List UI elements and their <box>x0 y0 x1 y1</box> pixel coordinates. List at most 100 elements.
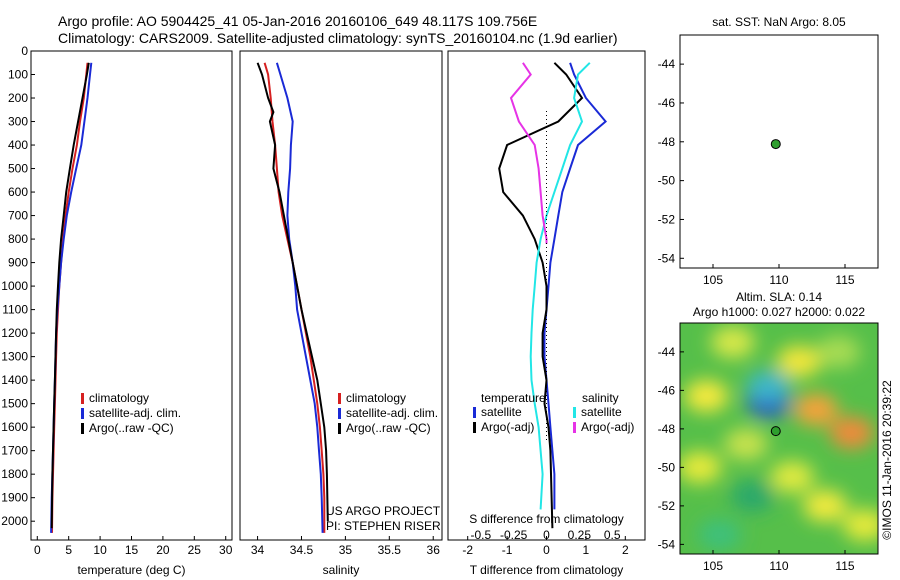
difference-panel-series-3 <box>509 62 548 244</box>
sla-map-ytick-label: -52 <box>658 499 676 513</box>
sla-map-anomaly-blob <box>680 451 722 484</box>
salinity-panel-series-1 <box>275 62 324 533</box>
sla-map-xtick-label: 105 <box>703 559 723 573</box>
salinity-panel-legend-swatch <box>338 393 341 404</box>
sst-map-ytick-label: -46 <box>658 96 676 110</box>
difference-temperature-legend-swatch <box>473 422 476 433</box>
difference-salinity-legend-swatch <box>573 407 576 418</box>
sst-map-ytick-label: -44 <box>658 57 676 71</box>
depth-tick-label: 800 <box>8 232 28 246</box>
difference-panel-xtick-label: -1 <box>502 543 513 557</box>
difference-panel-xtick-label: 2 <box>622 543 629 557</box>
sla-map-field <box>680 326 878 551</box>
depth-tick-label: 1300 <box>1 350 28 364</box>
salinity-panel-xtick-label: 35.5 <box>378 543 402 557</box>
sst-map-ytick-label: -54 <box>658 251 676 265</box>
imos-timestamp-watermark: ©IMOS 11-Jan-2016 20:39:22 <box>880 380 894 540</box>
difference-panel-series-0 <box>543 62 608 510</box>
depth-tick-label: 2000 <box>1 514 28 528</box>
sla-map-anomaly-blob <box>793 393 838 426</box>
t-difference-axis-label: T difference from climatology <box>470 563 624 577</box>
sla-map-anomaly-blob <box>684 380 729 413</box>
difference-salinity-legend-swatch <box>573 422 576 433</box>
depth-tick-label: 1000 <box>1 279 28 293</box>
sla-map-anomaly-blob <box>803 489 848 522</box>
depth-tick-label: 400 <box>8 138 28 152</box>
sst-map-xtick-label: 105 <box>703 273 723 287</box>
sla-map-ytick-label: -50 <box>658 460 676 474</box>
salinity-panel-series-2 <box>256 62 329 522</box>
difference-salinity-legend-label: satellite <box>581 405 622 419</box>
sst-map-ytick-label: -48 <box>658 135 676 149</box>
sla-map-anomaly-blob <box>770 461 815 493</box>
depth-tick-label: 700 <box>8 209 28 223</box>
difference-legend-heading-salinity: salinity <box>582 391 619 405</box>
sst-map-frame <box>679 34 879 269</box>
temperature-panel-legend-label: Argo(..raw -QC) <box>89 421 174 435</box>
sla-map-anomaly-blob <box>829 416 874 449</box>
s-difference-axis-label: S difference from climatology <box>469 512 624 526</box>
difference-panel-series-2 <box>529 62 591 510</box>
sla-map-ytick-label: -48 <box>658 422 676 436</box>
salinity-panel-xtick-label: 34.5 <box>290 543 314 557</box>
difference-temperature-legend-label: satellite <box>481 405 522 419</box>
depth-tick-label: 1900 <box>1 491 28 505</box>
depth-tick-label: 1600 <box>1 420 28 434</box>
difference-panel-series-1 <box>498 62 584 529</box>
temperature-panel-series-2 <box>50 62 90 529</box>
salinity-panel-xtick-label: 35 <box>339 543 353 557</box>
sla-map-anomaly-blob <box>776 345 821 378</box>
sla-map-xtick-label: 110 <box>769 559 788 573</box>
temperature-axis-label: temperature (deg C) <box>77 563 185 577</box>
salinity-panel-xtick-label: 34 <box>251 543 265 557</box>
sla-map-ytick-label: -54 <box>658 537 676 551</box>
plot-title-line2: Climatology: CARS2009. Satellite-adjuste… <box>58 30 618 46</box>
plot-title-line1: Argo profile: AO 5904425_41 05-Jan-2016 … <box>58 13 538 29</box>
depth-tick-label: 600 <box>8 185 28 199</box>
difference-panel-xtick-label: -2 <box>462 543 473 557</box>
sla-map-ytick-label: -46 <box>658 383 676 397</box>
sla-map-anomaly-blob <box>697 518 742 551</box>
salinity-axis-label: salinity <box>323 563 360 577</box>
temperature-panel-xtick-label: 0 <box>34 543 41 557</box>
difference-temperature-legend-label: Argo(-adj) <box>481 420 534 434</box>
sst-map-ytick-label: -52 <box>658 212 676 226</box>
depth-tick-label: 500 <box>8 162 28 176</box>
sst-map-title: sat. SST: NaN Argo: 8.05 <box>712 15 846 29</box>
temperature-panel-xtick-label: 15 <box>125 543 139 557</box>
salinity-panel-legend-label: climatology <box>346 391 406 405</box>
temperature-panel-xtick-label: 10 <box>93 543 107 557</box>
sla-map-float-position-marker <box>770 426 781 437</box>
temperature-panel-legend-swatch <box>81 393 84 404</box>
sla-map-anomaly-blob <box>746 370 791 403</box>
s-difference-tick-label: -0.5 <box>470 528 491 542</box>
s-difference-tick-label: 0.5 <box>604 528 621 542</box>
temperature-panel-frame <box>30 50 233 541</box>
sla-map-ytick-label: -44 <box>658 345 676 359</box>
s-difference-tick-label: -0.25 <box>500 528 528 542</box>
depth-tick-label: 1400 <box>1 373 28 387</box>
sla-map-title: Altim. SLA: 0.14 <box>736 290 822 304</box>
s-difference-tick-label: 0 <box>543 528 550 542</box>
depth-tick-label: 1700 <box>1 444 28 458</box>
temperature-panel-xtick-label: 20 <box>156 543 170 557</box>
sla-map-xtick-label: 115 <box>835 559 854 573</box>
sla-map-subtitle: Argo h1000: 0.027 h2000: 0.022 <box>693 305 865 319</box>
depth-tick-label: 1500 <box>1 397 28 411</box>
salinity-panel-legend-swatch <box>338 423 341 434</box>
temperature-panel-xtick-label: 25 <box>188 543 202 557</box>
temperature-panel-legend-swatch <box>81 423 84 434</box>
sst-map-xtick-label: 115 <box>835 273 854 287</box>
difference-temperature-legend-swatch <box>473 407 476 418</box>
depth-tick-label: 100 <box>8 68 28 82</box>
sst-map-float-position-marker <box>770 139 781 150</box>
difference-panel-xtick-label: 0 <box>543 543 550 557</box>
pi-annotation: PI: STEPHEN RISER <box>326 519 441 533</box>
sla-map-anomaly-blob <box>724 428 768 461</box>
difference-panel-xtick-label: 1 <box>583 543 590 557</box>
salinity-panel-xtick-label: 36 <box>427 543 441 557</box>
salinity-panel-legend-label: satellite-adj. clim. <box>346 406 438 420</box>
depth-tick-label: 1800 <box>1 467 28 481</box>
temperature-panel-legend-swatch <box>81 408 84 419</box>
sla-map-anomaly-blob <box>710 326 755 359</box>
